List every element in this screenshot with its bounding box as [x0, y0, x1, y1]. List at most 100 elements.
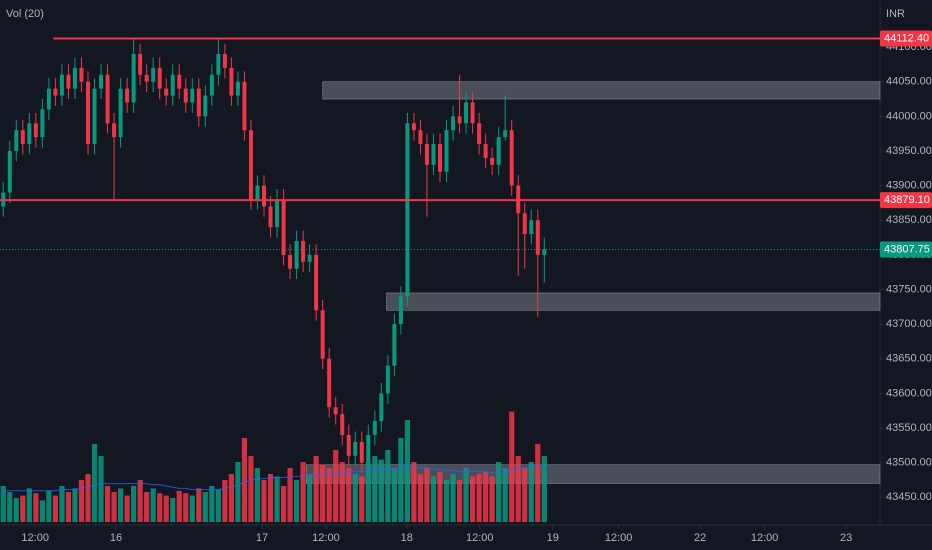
candle-body — [470, 102, 475, 124]
candle-body — [477, 123, 482, 145]
x-tick-label: 12:00 — [21, 532, 49, 544]
candle-body — [203, 95, 208, 117]
candle-body — [496, 137, 501, 165]
zone — [322, 81, 881, 100]
volume-bar — [72, 488, 78, 522]
volume-bar — [476, 474, 482, 522]
volume-bar — [411, 462, 417, 522]
volume-bar — [443, 480, 450, 522]
volume-bar — [469, 476, 476, 522]
volume-bar — [13, 498, 19, 522]
candle-body — [59, 74, 64, 96]
volume-bar — [463, 468, 469, 522]
candle-body — [509, 130, 514, 186]
volume-bar — [189, 495, 195, 522]
y-tick-label: 43950.00 — [886, 145, 932, 157]
candle-body — [490, 157, 495, 165]
volume-bar — [7, 492, 13, 522]
volume-bar — [137, 480, 143, 522]
candle-body — [144, 74, 149, 82]
y-tick-label: 44000.00 — [886, 110, 932, 122]
x-tick-label: 16 — [110, 532, 122, 544]
candle-body — [177, 74, 182, 89]
volume-bar — [430, 476, 437, 522]
candle-body — [457, 116, 462, 124]
volume-bar — [385, 450, 391, 522]
candle-body — [340, 414, 345, 435]
candle-body — [294, 241, 299, 269]
candle-body — [451, 116, 456, 131]
volume-bar — [91, 444, 98, 522]
candle-body — [222, 54, 227, 68]
candle-body — [262, 185, 266, 207]
y-tick-label: 43600.00 — [886, 387, 932, 399]
volume-bar — [359, 476, 365, 522]
candle-body — [255, 185, 260, 200]
volume-bar — [404, 420, 411, 522]
candle-body — [170, 74, 175, 96]
volume-bar — [20, 495, 26, 522]
volume-bar — [261, 480, 267, 522]
candle-body — [92, 88, 97, 145]
candle-body — [379, 393, 384, 422]
candle-body — [190, 88, 195, 103]
y-tick-label: 43650.00 — [886, 353, 932, 365]
candle-body — [79, 67, 84, 82]
volume-bar — [293, 480, 300, 522]
volume-bar — [163, 495, 169, 522]
y-tick-label: 43450.00 — [886, 491, 932, 503]
volume-bar — [157, 493, 163, 522]
candle-body — [411, 123, 416, 131]
x-tick-label: 12:00 — [605, 532, 633, 544]
y-tick-label: 43700.00 — [886, 318, 932, 330]
volume-bar — [378, 459, 384, 522]
volume-bar — [65, 492, 72, 522]
volume-bar — [78, 480, 85, 522]
volume-bar — [535, 444, 541, 522]
candle-body — [529, 220, 534, 235]
volume-bar — [104, 486, 111, 522]
volume-bar — [502, 468, 508, 522]
volume-bar — [280, 486, 287, 522]
candle-body — [151, 67, 156, 82]
x-tick-label: 12:00 — [312, 532, 340, 544]
volume-bar — [150, 488, 156, 522]
volume-bar — [424, 468, 430, 522]
volume-bar — [117, 488, 124, 522]
volume-bar — [0, 486, 6, 522]
candle-body — [131, 54, 136, 103]
volume-bar — [346, 468, 352, 522]
volume-bar — [98, 456, 104, 522]
volume-bar — [170, 498, 176, 522]
volume-bar — [307, 474, 313, 522]
x-tick-label: 23 — [840, 532, 852, 544]
price-tag — [880, 192, 932, 209]
volume-bar — [509, 411, 515, 522]
candle-body — [314, 254, 319, 311]
volume-bar — [254, 468, 261, 522]
volume-bar — [483, 471, 489, 522]
volume-bar — [248, 456, 254, 522]
volume-bar — [287, 468, 293, 522]
volume-bar — [437, 471, 443, 522]
volume-bar — [326, 468, 332, 522]
candle-body — [125, 88, 130, 103]
y-tick-label: 43750.00 — [886, 283, 932, 295]
candle-body — [438, 144, 442, 172]
volume-bar — [33, 493, 39, 522]
volume-bar — [528, 462, 534, 522]
x-tick-label: 12:00 — [751, 532, 779, 544]
candle-body — [275, 199, 280, 228]
y-tick-label: 44050.00 — [886, 76, 932, 88]
candle-body — [118, 88, 123, 138]
candle-body — [333, 407, 338, 415]
volume-bar — [183, 493, 189, 522]
zone — [306, 464, 881, 484]
candle-body — [359, 441, 364, 463]
price-tag-label: 43807.75 — [884, 243, 930, 255]
volume-bar — [300, 462, 306, 522]
volume-bar — [215, 489, 221, 522]
candle-body — [385, 365, 390, 394]
volume-bar — [496, 462, 502, 522]
